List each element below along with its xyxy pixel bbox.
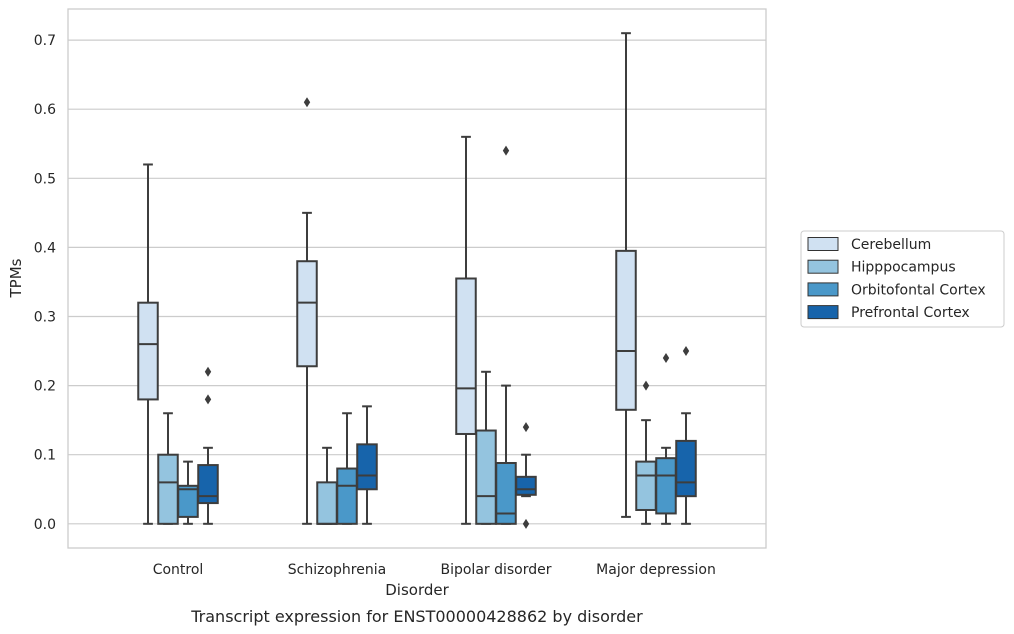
legend-label: Cerebellum [851, 237, 931, 253]
box-prefrontal-cortex [515, 422, 537, 529]
legend-swatch [807, 237, 839, 251]
y-tick-label: 0.1 [34, 448, 56, 464]
box-prefrontal-cortex [197, 366, 219, 525]
outlier-point [303, 97, 311, 108]
box-iqr [675, 439, 697, 498]
box-iqr [137, 301, 159, 401]
y-tick-label: 0.0 [34, 517, 56, 533]
box-prefrontal-cortex [675, 346, 697, 525]
x-axis-label: Disorder [385, 581, 449, 599]
outlier-point [204, 366, 212, 377]
legend-swatch [807, 305, 839, 320]
x-tick-label: Bipolar disorder [440, 562, 551, 578]
box-prefrontal-cortex [356, 405, 378, 525]
box-iqr [515, 475, 537, 496]
box-iqr [336, 467, 358, 525]
box-iqr [177, 484, 199, 518]
box-cerebellum [137, 163, 159, 525]
outlier-point [522, 518, 530, 529]
box-iqr [475, 429, 497, 525]
outlier-point [642, 380, 650, 391]
box-iqr [316, 481, 338, 525]
box-iqr [296, 260, 318, 368]
legend-swatch [807, 259, 839, 274]
x-tick-label: Schizophrenia [288, 562, 386, 578]
legend-frame [800, 230, 1005, 328]
figure-caption: Transcript expression for ENST0000042886… [190, 607, 643, 626]
y-tick-label: 0.6 [34, 102, 56, 118]
y-tick-label: 0.5 [34, 171, 56, 187]
outlier-point [502, 145, 510, 156]
x-axis-ticks: Control Schizophrenia Bipolar disorder Majo… [153, 562, 716, 578]
box-iqr [157, 453, 179, 525]
legend-label: Orbitofontal Cortex [851, 282, 986, 298]
box-hipppocampus [635, 380, 657, 525]
legend-label: Hipppocampus [851, 260, 956, 276]
outlier-point [682, 346, 690, 357]
y-tick-label: 0.4 [34, 240, 56, 256]
box-iqr [615, 249, 637, 411]
box-cerebellum [615, 32, 637, 518]
x-tick-label: Control [153, 562, 204, 578]
box-hipppocampus [157, 412, 179, 525]
outlier-point [522, 422, 530, 433]
y-axis-ticks: 0.0 0.1 0.2 0.3 0.4 0.5 0.6 0.7 [34, 33, 56, 533]
box-cerebellum [296, 97, 318, 525]
legend-swatch [807, 282, 839, 297]
y-tick-label: 0.7 [34, 33, 56, 49]
box-cerebellum [455, 135, 477, 525]
box-orbitofontal-cortex [177, 460, 199, 525]
plot-frame [67, 8, 767, 549]
box-iqr [635, 460, 657, 511]
box-orbitofontal-cortex [655, 352, 677, 525]
outlier-point [204, 394, 212, 405]
legend-label: Prefrontal Cortex [851, 305, 970, 321]
box-iqr [455, 277, 477, 435]
y-axis-label: TPMs [7, 258, 25, 298]
legend: Cerebellum Hipppocampus Orbitofontal Corte… [800, 230, 1005, 328]
box-iqr [197, 464, 219, 505]
y-tick-label: 0.2 [34, 379, 56, 395]
box-iqr [495, 462, 517, 525]
outlier-point [662, 352, 670, 363]
box-orbitofontal-cortex [336, 412, 358, 525]
x-tick-label: Major depression [596, 562, 716, 578]
box-iqr [356, 443, 378, 491]
plot-area [68, 9, 766, 548]
box-plot-series [137, 32, 697, 529]
box-iqr [655, 457, 677, 515]
y-tick-label: 0.3 [34, 310, 56, 326]
